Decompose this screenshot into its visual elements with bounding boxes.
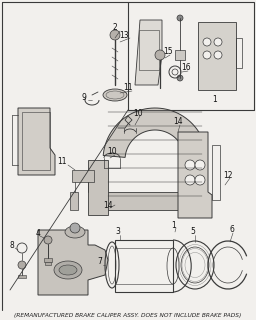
Bar	[88, 160, 108, 215]
Bar	[198, 22, 236, 90]
Circle shape	[214, 51, 222, 59]
Text: 2: 2	[113, 23, 117, 33]
Text: 14: 14	[173, 117, 183, 126]
Text: 1: 1	[213, 95, 217, 105]
Text: 3: 3	[115, 228, 120, 236]
Text: 1: 1	[172, 220, 176, 229]
Circle shape	[203, 51, 211, 59]
Text: 11: 11	[57, 157, 67, 166]
Text: 10: 10	[107, 148, 117, 156]
Text: 7: 7	[98, 258, 102, 267]
Circle shape	[155, 50, 165, 60]
Circle shape	[195, 160, 205, 170]
Ellipse shape	[59, 265, 77, 275]
Circle shape	[203, 38, 211, 46]
Polygon shape	[103, 108, 206, 157]
Circle shape	[185, 175, 195, 185]
Text: 10: 10	[133, 108, 143, 117]
Polygon shape	[178, 132, 212, 218]
Text: 5: 5	[190, 228, 195, 236]
Text: 13: 13	[119, 30, 129, 39]
Bar	[115, 240, 173, 292]
Text: 12: 12	[223, 171, 233, 180]
Text: 14: 14	[103, 201, 113, 210]
Bar	[72, 170, 94, 182]
Circle shape	[110, 30, 120, 40]
Ellipse shape	[54, 261, 82, 279]
Circle shape	[195, 175, 205, 185]
Circle shape	[185, 160, 195, 170]
Bar	[103, 192, 207, 210]
Circle shape	[214, 38, 222, 46]
Circle shape	[70, 223, 80, 233]
Text: 16: 16	[181, 63, 191, 73]
Text: (REMANUFACTURED BRAKE CALIPER ASSY. DOES NOT INCLUDE BRAKE PADS): (REMANUFACTURED BRAKE CALIPER ASSY. DOES…	[14, 313, 242, 317]
Circle shape	[177, 15, 183, 21]
Polygon shape	[135, 20, 162, 85]
Bar	[44, 258, 52, 262]
Ellipse shape	[65, 226, 85, 238]
Text: 8: 8	[10, 241, 14, 250]
Circle shape	[44, 236, 52, 244]
Bar	[175, 50, 185, 60]
Text: 15: 15	[163, 47, 173, 57]
Polygon shape	[38, 230, 108, 295]
Bar	[139, 30, 159, 70]
Circle shape	[177, 75, 183, 81]
Bar	[45, 262, 51, 265]
Bar	[70, 192, 78, 210]
Circle shape	[18, 261, 26, 269]
Bar	[22, 112, 50, 170]
Text: 11: 11	[123, 84, 133, 92]
Ellipse shape	[103, 89, 127, 101]
Bar	[212, 145, 220, 200]
Text: 6: 6	[230, 226, 234, 235]
Bar	[128, 2, 254, 110]
Text: 9: 9	[82, 92, 87, 101]
Text: 4: 4	[36, 228, 40, 237]
Polygon shape	[18, 108, 55, 175]
Bar	[236, 38, 242, 68]
Bar	[18, 275, 26, 278]
